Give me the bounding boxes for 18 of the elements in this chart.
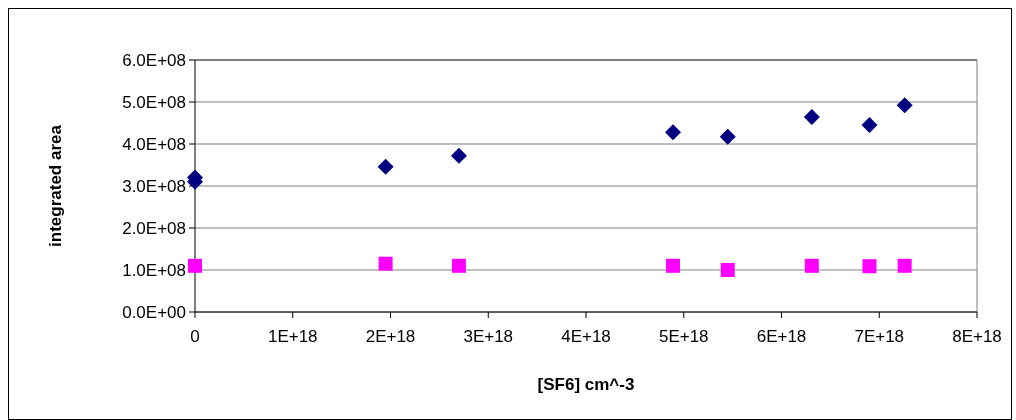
x-tick-label: 3E+18 bbox=[463, 327, 514, 346]
y-tick-label: 5.0E+08 bbox=[122, 92, 186, 112]
x-tick-label: 6E+18 bbox=[756, 327, 807, 346]
x-tick-label: 1E+18 bbox=[267, 327, 318, 346]
x-tick-label: 7E+18 bbox=[854, 327, 905, 346]
y-tick-label: 6.0E+08 bbox=[122, 50, 186, 70]
x-tick-label: 5E+18 bbox=[658, 327, 709, 346]
y-tick-label: 0.0E+00 bbox=[122, 302, 186, 322]
x-tick-label: 2E+18 bbox=[365, 327, 416, 346]
y-axis-title: integrated area bbox=[46, 124, 65, 247]
y-tick-label: 3.0E+08 bbox=[122, 176, 186, 196]
x-axis-title: [SF6] cm^-3 bbox=[537, 375, 635, 394]
y-tick-label: 4.0E+08 bbox=[122, 134, 186, 154]
y-tick-label: 2.0E+08 bbox=[122, 218, 186, 238]
x-tick-label: 4E+18 bbox=[561, 327, 611, 346]
y-tick-label: 1.0E+08 bbox=[122, 260, 186, 280]
x-tick-label: 0 bbox=[190, 327, 200, 346]
x-tick-label: 8E+18 bbox=[952, 327, 1002, 346]
